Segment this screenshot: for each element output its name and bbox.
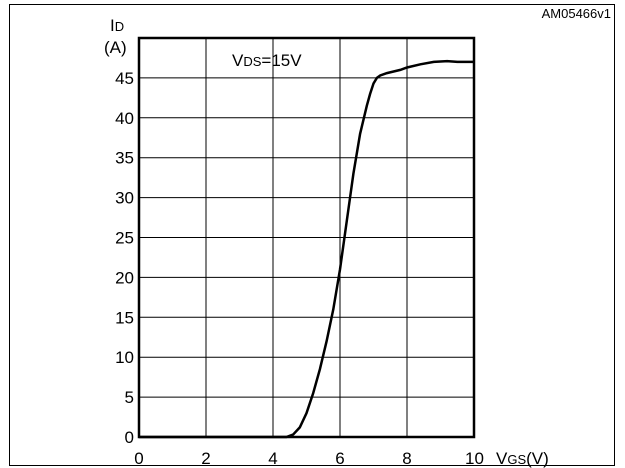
y-tick-label: 35 [115, 149, 134, 168]
plot-border [137, 36, 476, 439]
chart-frame [9, 4, 615, 466]
y-axis-unit: (A) [104, 38, 127, 57]
y-tick-label: 45 [115, 69, 134, 88]
y-axis-label: ID [110, 16, 124, 35]
y-tick-label: 25 [115, 229, 134, 248]
x-tick-label: 6 [335, 449, 344, 468]
id-vgs-curve [139, 59, 474, 439]
y-tick-label: 15 [115, 308, 134, 327]
x-tick-label: 10 [465, 449, 484, 468]
y-tick-label: 20 [115, 268, 134, 287]
y-tick-labels: 0 5 10 15 20 25 30 35 40 45 [115, 69, 134, 447]
grid-lines [139, 38, 474, 437]
x-tick-label: 8 [402, 449, 411, 468]
x-axis-label: VGS(V) [496, 449, 549, 468]
vds-annotation: VDS=15V [232, 51, 302, 70]
x-tick-label: 4 [268, 449, 277, 468]
y-tick-label: 10 [115, 348, 134, 367]
y-tick-label: 5 [125, 388, 134, 407]
y-tick-label: 30 [115, 189, 134, 208]
figure-code: AM05466v1 [541, 6, 611, 21]
x-tick-label: 0 [134, 449, 143, 468]
x-tick-label: 2 [201, 449, 210, 468]
y-tick-label: 0 [125, 428, 134, 447]
x-tick-labels: 0 2 4 6 8 10 [134, 449, 484, 468]
y-tick-label: 40 [115, 109, 134, 128]
